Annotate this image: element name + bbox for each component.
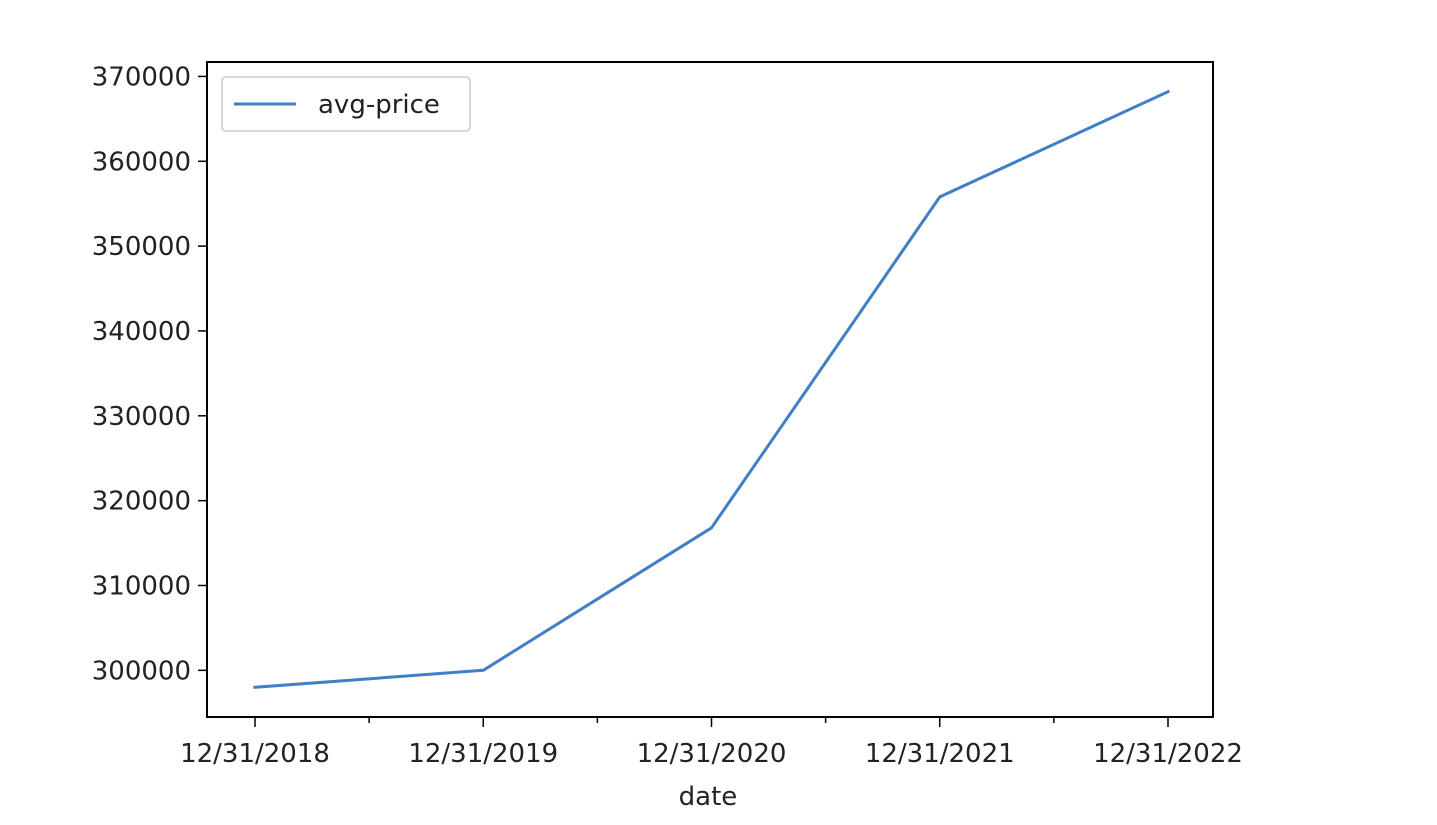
series-line-avg-price — [253, 89, 1170, 689]
y-tick-label: 370000 — [92, 62, 191, 92]
x-tick-label: 12/31/2019 — [408, 739, 558, 769]
y-tick-label: 320000 — [92, 487, 191, 517]
y-tick-label: 340000 — [92, 317, 191, 347]
y-tick-label: 360000 — [92, 147, 191, 177]
x-tick-label: 12/31/2021 — [865, 739, 1015, 769]
x-axis-ticks: 12/31/2018 12/31/2019 12/31/2020 12/31/2021… — [180, 717, 1243, 769]
x-tick-label: 12/31/2022 — [1093, 739, 1243, 769]
x-axis-label: date — [679, 782, 738, 812]
y-axis-ticks: 300000 310000 320000 330000 340000 350000 3600… — [92, 62, 207, 686]
x-tick-label: 12/31/2020 — [637, 739, 787, 769]
legend-box — [221, 76, 471, 132]
legend-label: avg-price — [318, 90, 440, 120]
series-layer — [253, 89, 1170, 689]
x-tick-label: 12/31/2018 — [180, 739, 330, 769]
y-tick-label: 350000 — [92, 232, 191, 262]
legend: avg-price — [221, 76, 471, 132]
plot-frame — [206, 61, 1214, 718]
y-tick-label: 310000 — [92, 571, 191, 601]
y-tick-label: 330000 — [92, 402, 191, 432]
y-tick-label: 300000 — [92, 656, 191, 686]
